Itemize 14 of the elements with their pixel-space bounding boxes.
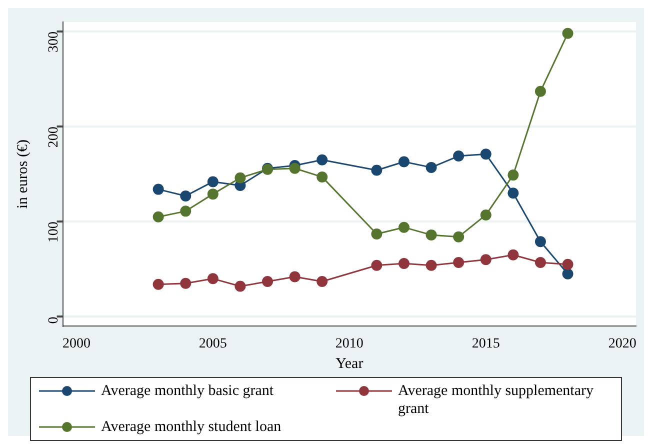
y-tick-label: 100: [46, 222, 62, 243]
legend-label: Average monthly basic grant: [101, 382, 274, 400]
x-tick-label: 2005: [198, 336, 227, 352]
y-tick-label: 300: [46, 32, 62, 53]
x-tick-label: 2020: [608, 336, 636, 352]
x-axis-title: Year: [336, 356, 364, 372]
x-tick-label: 2000: [62, 336, 90, 352]
y-tick-label: 200: [46, 126, 62, 148]
x-tick-label: 2010: [335, 336, 364, 352]
y-axis-title: in euros (€): [14, 140, 31, 209]
legend-label: Average monthly student loan: [101, 418, 282, 436]
y-tick-label: 0: [46, 316, 62, 324]
x-tick-label: 2015: [472, 336, 500, 352]
legend-label: Average monthly supplementary grant: [398, 382, 594, 418]
